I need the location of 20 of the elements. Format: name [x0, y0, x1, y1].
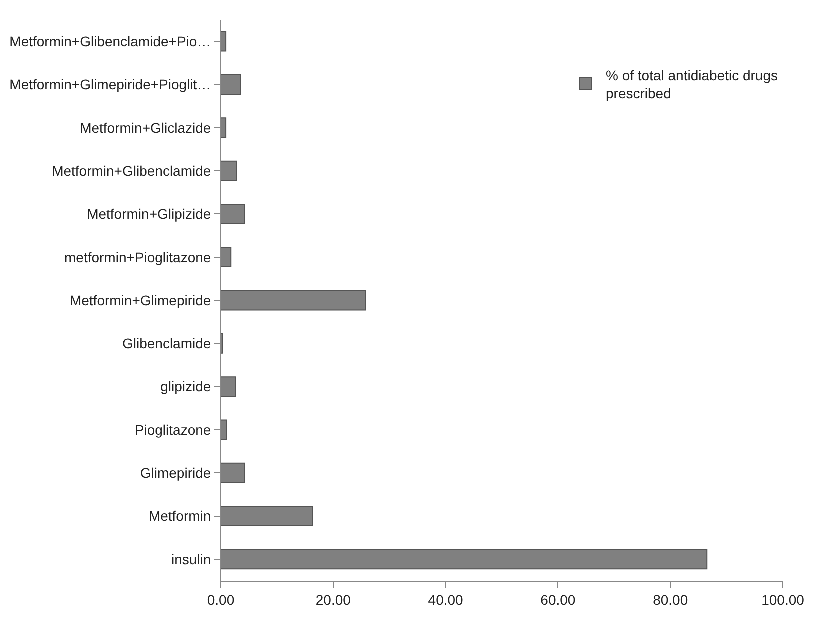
y-tick-label: Metformin+Glibenclamide+Pio…	[10, 33, 212, 50]
y-tick-label: Metformin+Glimepiride	[70, 292, 212, 308]
x-tick-label: 80.00	[653, 592, 688, 608]
y-tick-label: Metformin+Glimepiride+Pioglit…	[10, 76, 212, 93]
x-tick-label: 100.00	[762, 592, 805, 608]
y-tick-label: Metformin	[148, 508, 212, 524]
y-tick-label: Glibenclamide	[122, 336, 212, 352]
y-tick-label: Metformin+Gliclazide	[80, 120, 212, 136]
y-tick-label: metformin+Pioglitazone	[64, 249, 212, 266]
y-tick-label: glipizide	[160, 378, 212, 395]
y-tick-label: Pioglitazone	[134, 422, 212, 438]
y-tick-label: insulin	[171, 551, 212, 568]
x-tick-label: 20.00	[316, 592, 352, 608]
y-tick-label: Metformin+Glibenclamide	[52, 162, 212, 179]
legend-label: % of total antidiabetic drugs prescribed	[606, 67, 778, 102]
x-tick-label: 60.00	[540, 592, 576, 608]
x-tick-label: 40.00	[428, 592, 464, 608]
x-tick-label: 0.00	[207, 592, 235, 608]
y-tick-label: Metformin+Glipizide	[87, 206, 212, 222]
y-tick-label: Glimepiride	[140, 465, 212, 482]
